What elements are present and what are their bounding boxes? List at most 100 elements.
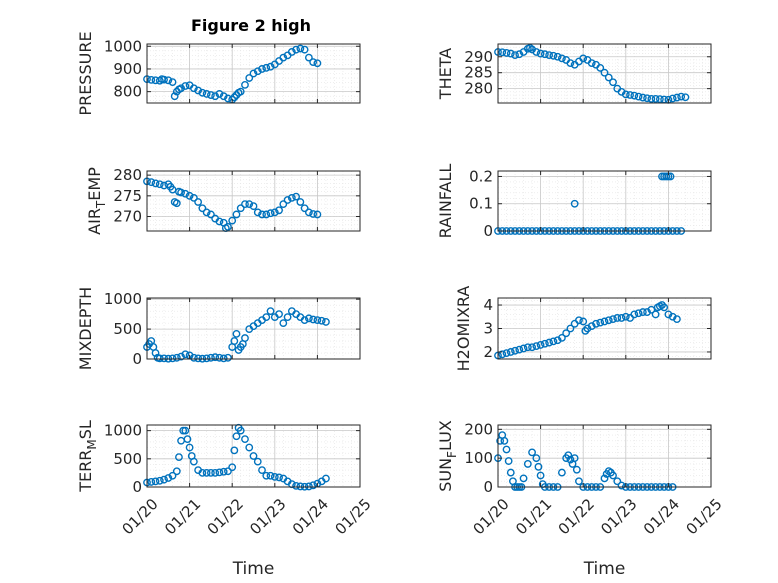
data-point (253, 457, 262, 466)
data-point (313, 59, 322, 68)
data-point (304, 314, 313, 323)
y-tick-label: 280 (113, 166, 142, 184)
data-point (532, 454, 541, 463)
data-point (570, 454, 579, 463)
data-point (164, 474, 173, 482)
data-point (266, 209, 275, 218)
data-point (647, 94, 656, 103)
data-point (532, 48, 541, 56)
data-point (275, 206, 283, 215)
axes-frame (146, 170, 361, 232)
axes-frame (146, 297, 361, 360)
data-point (515, 50, 524, 59)
data-point (287, 48, 296, 56)
data-point (189, 353, 198, 362)
data-point (258, 210, 266, 219)
data-point (181, 189, 190, 198)
data-point (511, 346, 519, 355)
data-point (668, 94, 677, 103)
data-point (643, 94, 651, 103)
y-tick-label: 0 (132, 350, 142, 368)
data-point (502, 49, 511, 57)
data-point (528, 448, 536, 457)
data-point (545, 51, 554, 60)
data-point (151, 179, 160, 188)
data-point (175, 453, 183, 462)
y-tick-label: 0.1 (469, 195, 493, 213)
data-point (279, 53, 288, 62)
y-tick-label: 1000 (104, 290, 142, 308)
y-tick-label: 4 (483, 296, 493, 314)
y-tick-label: 200 (464, 420, 493, 438)
data-point (241, 334, 249, 342)
data-point (245, 200, 254, 209)
data-point (241, 200, 249, 209)
data-point (266, 307, 275, 316)
data-point (219, 354, 228, 363)
axes-frame (497, 424, 712, 488)
data-point (300, 45, 309, 54)
data-point (630, 91, 639, 100)
data-point (553, 52, 562, 61)
y-tick-label: 270 (113, 208, 142, 226)
data-point (194, 198, 203, 206)
data-point (604, 316, 613, 325)
y-axis-label: AIRTEMP (85, 167, 108, 235)
data-point (506, 49, 515, 58)
data-point (177, 84, 185, 93)
data-point (160, 75, 168, 84)
data-point (292, 192, 300, 201)
data-point (198, 204, 207, 213)
data-point (202, 208, 211, 217)
data-point (613, 477, 622, 486)
data-point (583, 324, 592, 333)
data-point (304, 482, 313, 491)
axes-frame (497, 43, 712, 104)
y-tick-label: 500 (113, 450, 142, 468)
data-point (183, 435, 192, 443)
data-point (236, 204, 245, 213)
y-tick-label: 290 (464, 48, 493, 66)
data-point (262, 63, 271, 72)
data-point (236, 87, 245, 96)
data-point (536, 341, 545, 349)
data-point (202, 469, 211, 477)
data-point (228, 463, 237, 472)
data-point (249, 69, 258, 78)
data-point (230, 446, 239, 455)
data-point (566, 59, 575, 68)
data-point (617, 314, 626, 322)
data-point (523, 343, 532, 352)
data-point (304, 208, 313, 217)
data-point (304, 53, 313, 62)
data-point (300, 204, 309, 213)
data-point (241, 435, 249, 443)
x-axis-label: Time (583, 559, 626, 579)
data-point (258, 466, 266, 474)
data-point (185, 443, 194, 452)
y-axis-label: MIXDEPTH (76, 287, 95, 370)
data-point (581, 326, 590, 335)
data-point (253, 208, 262, 217)
data-point (147, 75, 156, 84)
data-point (309, 315, 318, 324)
data-point (211, 92, 220, 101)
subplot-rainfall: 0 0.1 0.2 RAINFALL (436, 164, 712, 240)
data-point (511, 51, 519, 60)
data-point (506, 468, 515, 477)
data-point (194, 354, 203, 363)
data-point (621, 312, 630, 321)
data-point (275, 310, 283, 319)
data-point (309, 481, 318, 490)
data-point (245, 74, 254, 82)
data-point (655, 95, 664, 104)
data-point (177, 188, 185, 197)
data-point (296, 482, 305, 491)
data-point (609, 78, 617, 87)
data-point (279, 319, 288, 328)
data-point (215, 468, 224, 477)
data-point (245, 443, 254, 452)
y-tick-label: 100 (464, 449, 493, 467)
data-point (604, 73, 613, 82)
data-point (540, 50, 549, 59)
